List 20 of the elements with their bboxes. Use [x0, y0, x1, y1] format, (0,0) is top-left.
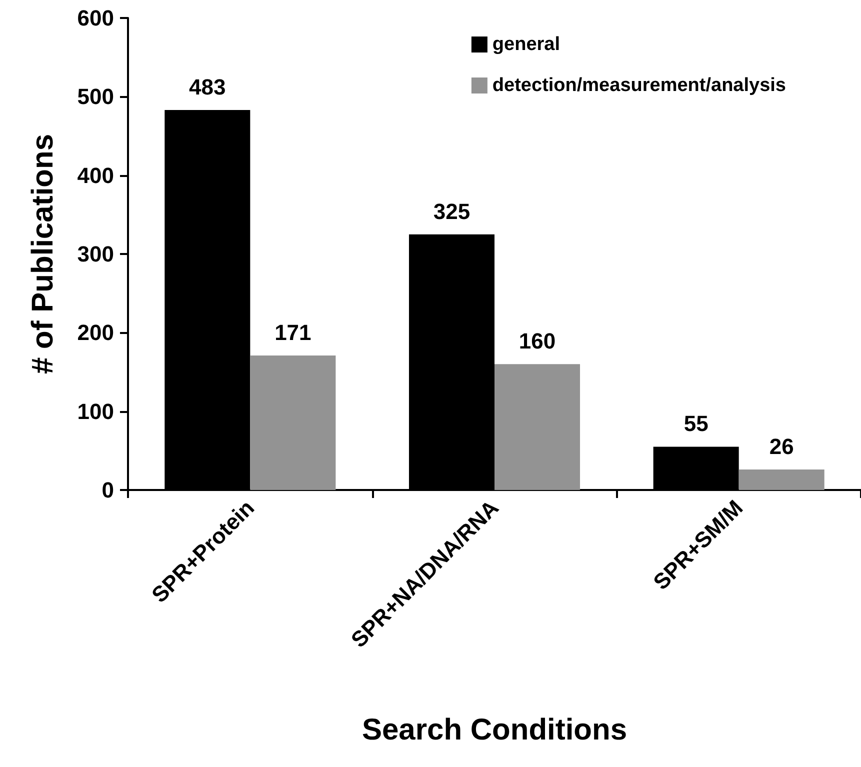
- y-tick-label: 100: [77, 398, 114, 424]
- data-label: 55: [684, 411, 708, 436]
- legend-label: detection/measurement/analysis: [492, 75, 786, 96]
- y-tick-label: 300: [77, 242, 114, 266]
- data-label: 171: [274, 320, 312, 345]
- y-tick-label: 400: [77, 162, 114, 188]
- y-tick-label: 600: [77, 6, 114, 30]
- data-label: 483: [189, 74, 226, 100]
- data-label: 26: [769, 434, 794, 460]
- bar: [250, 355, 336, 490]
- y-tick-label: 200: [77, 320, 114, 346]
- legend-label: general: [492, 34, 560, 55]
- data-label: 325: [433, 198, 470, 224]
- y-tick-label: 500: [77, 84, 114, 110]
- bar: [494, 364, 580, 490]
- x-axis-title: Search Conditions: [362, 714, 628, 746]
- y-tick-label: 0: [102, 478, 114, 502]
- data-label: 160: [518, 328, 556, 354]
- y-axis-title: # of Publications: [26, 134, 60, 374]
- bar: [738, 470, 824, 490]
